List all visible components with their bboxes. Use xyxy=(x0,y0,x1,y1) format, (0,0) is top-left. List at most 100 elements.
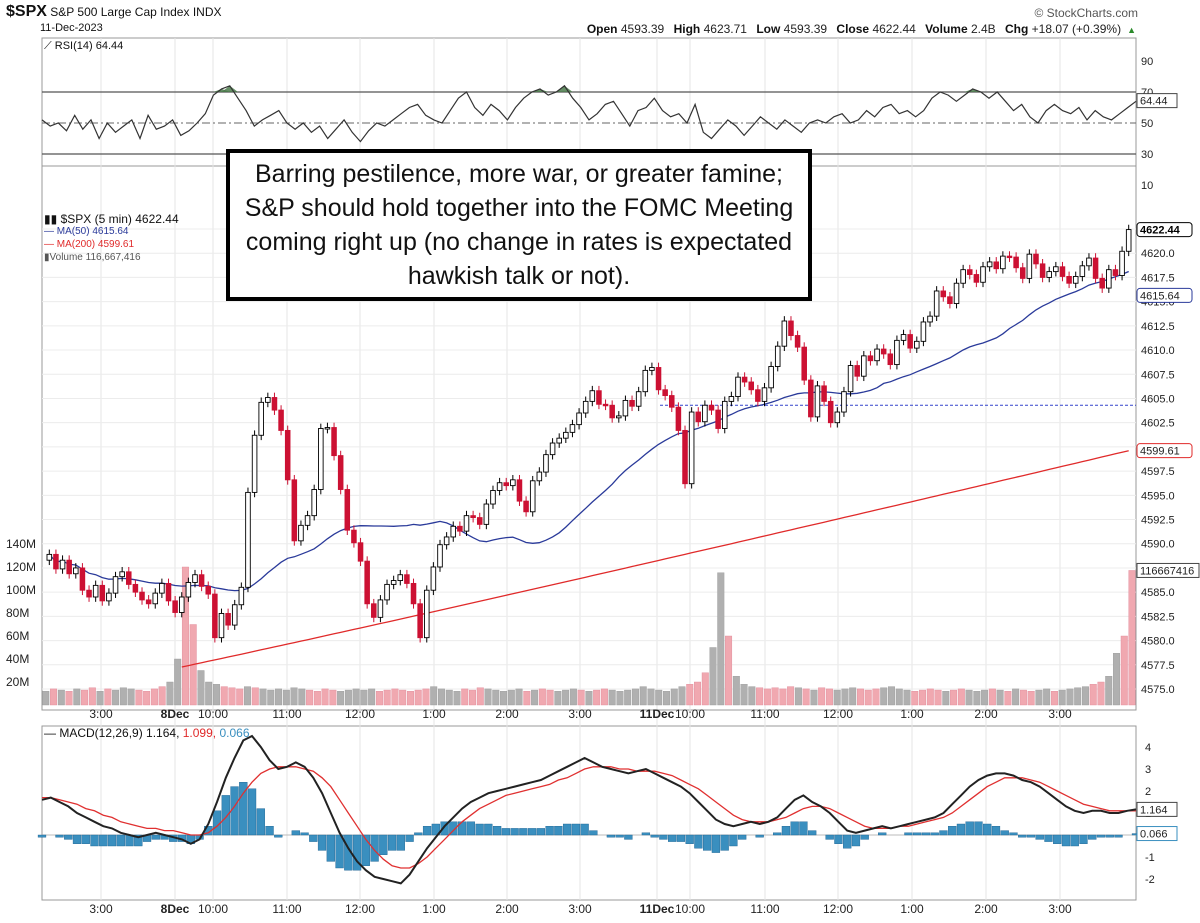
macd-hist-bar xyxy=(107,834,117,847)
volume-bar xyxy=(42,691,50,706)
macd-hist-bar xyxy=(1061,834,1071,847)
volume-tick-label: 60M xyxy=(6,629,29,643)
volume-bar xyxy=(1113,653,1120,706)
volume-legend: ▮Volume 116,667,416 xyxy=(44,252,141,263)
x-tick-label: 1:00 xyxy=(422,902,446,916)
volume-bar xyxy=(748,686,756,706)
macd-hist-bar xyxy=(326,834,335,862)
macd-value-label: 1.164 xyxy=(1140,804,1168,816)
macd-hist-bar xyxy=(799,821,808,836)
candle-body xyxy=(788,320,794,336)
candle-body xyxy=(337,455,344,490)
volume-bar xyxy=(445,689,453,706)
candle-body xyxy=(662,389,668,397)
volume-bar xyxy=(771,687,779,706)
candle-body xyxy=(900,334,907,341)
volume-bar xyxy=(709,647,717,706)
candle-body xyxy=(1079,265,1086,277)
candle-body xyxy=(761,387,768,402)
candle-body xyxy=(145,599,152,605)
candle-body xyxy=(894,339,900,366)
rsi-overbought-fill xyxy=(556,85,573,92)
macd-hist-bar xyxy=(878,832,887,836)
candle-body xyxy=(1026,253,1033,279)
macd-hist-bar xyxy=(1114,834,1123,838)
volume-bar xyxy=(538,688,546,706)
candle-body xyxy=(205,585,212,595)
candle-body xyxy=(311,489,317,517)
macd-hist-bar xyxy=(956,823,966,836)
candle-body xyxy=(748,381,755,391)
macd-hist-bar xyxy=(851,834,861,847)
volume-bar xyxy=(942,691,950,706)
volume-tick-label: 20M xyxy=(6,675,29,689)
rsi-tick-label: 30 xyxy=(1141,149,1153,161)
x-tick-label: 8Dec xyxy=(161,707,190,721)
macd-hist-bar xyxy=(1070,834,1079,847)
price-tick-label: 4595.0 xyxy=(1141,490,1175,502)
chg-value: +18.07 (+0.39%) xyxy=(1031,22,1122,36)
price-tick-label: 4605.0 xyxy=(1141,393,1175,405)
candle-body xyxy=(450,525,457,538)
candle-body xyxy=(516,479,523,502)
ma200-legend: — MA(200) 4599.61 xyxy=(44,239,135,250)
volume-value: 2.4B xyxy=(970,22,996,36)
rsi-tick-label: 50 xyxy=(1141,118,1153,130)
candle-body xyxy=(112,576,119,594)
candle-body xyxy=(861,355,867,377)
candle-body xyxy=(86,589,92,598)
volume-bar xyxy=(934,689,942,706)
volume-bar xyxy=(849,687,857,706)
candle-body xyxy=(602,403,609,407)
candle-body xyxy=(721,400,728,429)
candle-body xyxy=(99,584,106,602)
volume-bar xyxy=(352,688,360,706)
exchange: INDX xyxy=(192,5,222,19)
close-value: 4622.44 xyxy=(872,22,916,36)
price-tick-label: 4617.5 xyxy=(1141,272,1175,284)
volume-bar xyxy=(787,686,795,706)
last-price-tag xyxy=(1136,222,1193,238)
rsi-overbought-fill xyxy=(964,88,981,92)
candle-body xyxy=(609,404,615,419)
volume-bar xyxy=(763,688,771,706)
volume-bar xyxy=(562,689,570,706)
volume-bar xyxy=(1004,691,1012,706)
x-tick-label: 1:00 xyxy=(422,707,446,721)
candle-body xyxy=(198,574,205,587)
price-tick-label: 4612.5 xyxy=(1141,321,1175,333)
volume-bar xyxy=(73,688,81,706)
candle-body xyxy=(616,415,622,419)
candle-body xyxy=(1033,253,1039,265)
candle-body xyxy=(496,482,503,491)
volume-bar xyxy=(507,689,515,706)
candle-body xyxy=(304,515,311,526)
candle-body xyxy=(284,429,291,481)
candle-body xyxy=(371,603,377,618)
volume-bar xyxy=(422,688,430,706)
macd-hist-bar xyxy=(571,823,581,836)
volume-bar xyxy=(1128,570,1136,706)
candle-body xyxy=(357,542,364,562)
candle-body xyxy=(940,290,947,298)
candle-body xyxy=(1059,266,1066,277)
macd-hist-bar xyxy=(676,834,686,842)
volume-bar xyxy=(818,687,826,706)
volume-bar xyxy=(1035,689,1043,706)
macd-hist-bar xyxy=(422,826,432,836)
candle-body xyxy=(549,442,556,456)
price-tick-label: 4590.0 xyxy=(1141,539,1175,551)
volume-bar xyxy=(593,689,601,706)
candle-body xyxy=(808,379,814,418)
price-tick-label: 4602.5 xyxy=(1141,418,1175,430)
volume-bar xyxy=(391,688,399,706)
candle-body xyxy=(1106,269,1112,289)
rsi-tick-label: 10 xyxy=(1141,180,1153,192)
volume-bar xyxy=(1050,691,1058,706)
candle-body xyxy=(993,261,1000,270)
candle-body xyxy=(682,429,688,485)
candle-body xyxy=(397,574,404,581)
macd-hist-bar xyxy=(904,832,913,836)
volume-bar xyxy=(546,689,554,706)
candle-body xyxy=(318,428,324,490)
